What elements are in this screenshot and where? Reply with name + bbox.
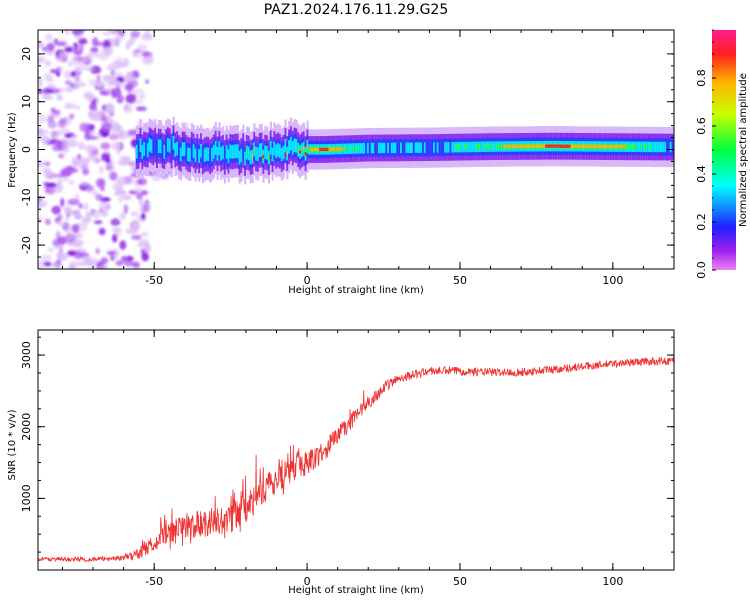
spectrogram-x-label: Height of straight line (km)	[288, 285, 424, 296]
snr-series-line	[38, 356, 674, 563]
y-tick-label: 3000	[20, 341, 33, 369]
x-tick-label: -50	[145, 575, 163, 588]
colorbar-ticks: 0.0 0.2 0.4 0.6 0.8	[695, 29, 716, 279]
x-tick-label: 100	[602, 575, 623, 588]
colorbar-tick-label: 0.6	[695, 117, 708, 135]
y-tick-label: 10	[20, 95, 33, 109]
colorbar: 0.0 0.2 0.4 0.6 0.8 Normalized spectral ampl…	[695, 29, 749, 279]
x-tick-label: 100	[602, 274, 623, 287]
spectrogram-y-label: Frequency (Hz)	[7, 112, 18, 188]
y-tick-label: 1000	[20, 484, 33, 512]
y-tick-label: 2000	[20, 413, 33, 441]
x-tick-label: 50	[453, 274, 467, 287]
x-tick-label: 0	[304, 575, 311, 588]
snr-panel: -50 0 50 100 1000 2000 3000 Height of straight…	[7, 329, 675, 596]
colorbar-tick-label: 0.4	[695, 165, 708, 183]
y-tick-label: -20	[20, 236, 33, 254]
colorbar-tick-label: 0.8	[695, 69, 708, 87]
x-tick-label: -50	[145, 274, 163, 287]
spectrogram-signal-band	[135, 116, 674, 185]
spectrogram-panel: -50 0 50 100 -20 -10 0 10 20 Height of straight …	[7, 29, 675, 296]
colorbar-label: Normalized spectral amplitude	[738, 73, 749, 227]
snr-frame	[37, 329, 675, 571]
x-tick-label: 50	[453, 575, 467, 588]
chart-title: PAZ1.2024.176.11.29.G25	[264, 2, 449, 18]
snr-ticks: -50 0 50 100 1000 2000 3000	[20, 330, 675, 588]
snr-y-label: SNR (10 * v/v)	[7, 409, 18, 480]
spectrogram-image	[38, 30, 674, 269]
spectrogram-ticks: -50 0 50 100 -20 -10 0 10 20	[20, 29, 675, 287]
spectrogram-noise-blobs	[38, 30, 154, 269]
colorbar-tick-label: 0.0	[695, 261, 708, 279]
snr-x-label: Height of straight line (km)	[288, 585, 424, 596]
colorbar-gradient	[712, 30, 736, 270]
colorbar-tick-label: 0.2	[695, 213, 708, 231]
y-tick-label: 0	[20, 146, 33, 153]
x-tick-label: 0	[304, 274, 311, 287]
y-tick-label: -10	[20, 188, 33, 206]
y-tick-label: 20	[20, 47, 33, 61]
